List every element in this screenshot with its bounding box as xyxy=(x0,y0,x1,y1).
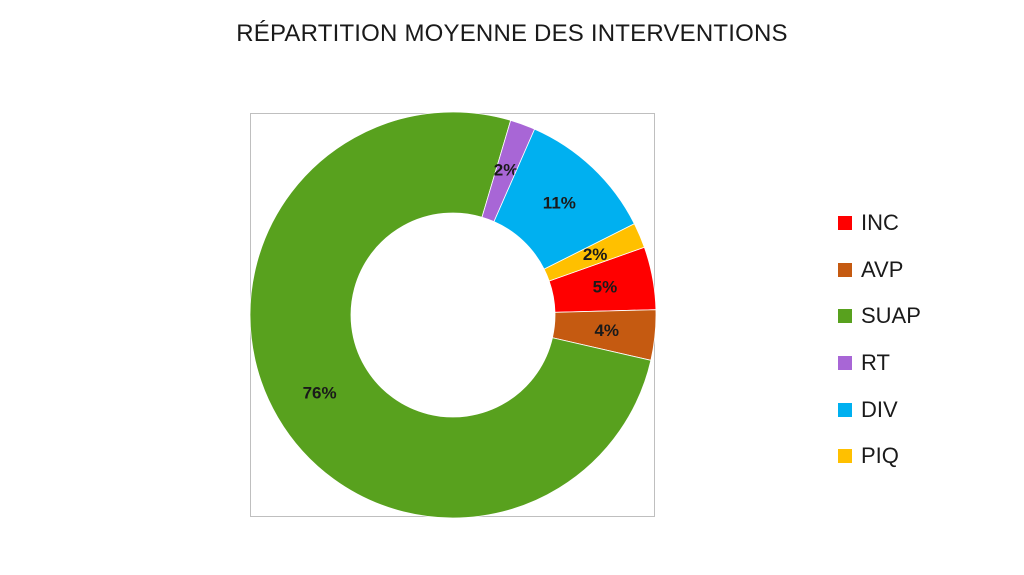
legend-swatch xyxy=(838,262,852,277)
slice-label-rt: 2% xyxy=(494,160,519,179)
legend-label: PIQ xyxy=(861,443,899,469)
legend-label: SUAP xyxy=(861,303,921,329)
slice-label-piq: 2% xyxy=(583,245,608,264)
legend-swatch xyxy=(838,216,852,231)
legend-label: AVP xyxy=(861,256,904,282)
legend-item-rt: RT xyxy=(838,340,921,387)
legend-label: RT xyxy=(861,350,890,376)
legend-swatch xyxy=(838,309,852,324)
legend-label: INC xyxy=(861,210,899,236)
legend: INC AVP SUAP RT DIV PIQ xyxy=(838,200,921,480)
legend-swatch xyxy=(838,449,852,464)
slice-suap xyxy=(249,111,652,519)
slice-piq xyxy=(543,223,645,282)
legend-item-div: DIV xyxy=(838,386,921,433)
legend-item-suap: SUAP xyxy=(838,293,921,340)
legend-item-avp: AVP xyxy=(838,247,921,294)
legend-item-inc: INC xyxy=(838,200,921,247)
legend-swatch xyxy=(838,402,852,417)
slice-label-avp: 4% xyxy=(594,321,619,340)
legend-item-piq: PIQ xyxy=(838,433,921,480)
slice-label-inc: 5% xyxy=(593,277,618,296)
slice-label-div: 11% xyxy=(543,193,576,212)
slice-label-suap: 76% xyxy=(303,383,337,402)
legend-label: DIV xyxy=(861,396,898,422)
legend-swatch xyxy=(838,356,852,371)
chart-title: RÉPARTITION MOYENNE DES INTERVENTIONS xyxy=(236,20,788,47)
